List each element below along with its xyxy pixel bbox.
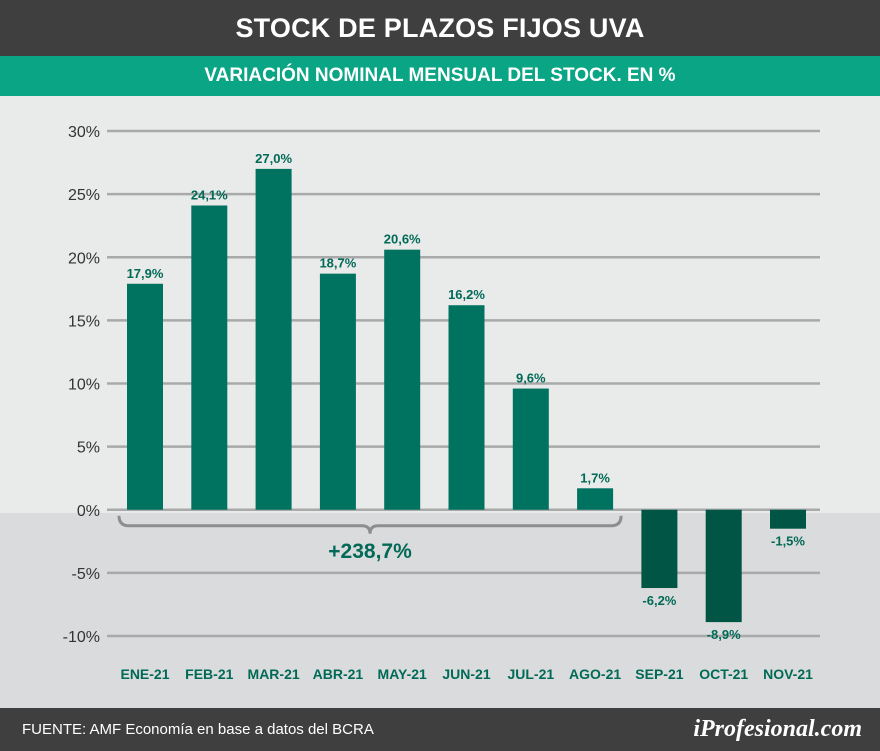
chart-area: 30% 25% 20% 15% 10% 5% 0% -5% -10% 17,9% 24,1% 27,… — [0, 96, 880, 708]
x-tick-label: AGO-21 — [569, 666, 621, 682]
bar-ago-21 — [577, 488, 614, 510]
x-tick-label: NOV-21 — [763, 666, 813, 682]
bar-value-label: 24,1% — [191, 187, 228, 202]
y-tick-label: 20% — [68, 250, 100, 267]
bar-data-labels: 17,9% 24,1% 27,0% 18,7% 20,6% 16,2% 9,6% 1,7% -6… — [127, 151, 806, 642]
bar-value-label: -1,5% — [771, 534, 805, 549]
bar-nov-21 — [770, 509, 806, 529]
source-note: FUENTE: AMF Economía en base a datos del… — [22, 721, 374, 738]
bars — [127, 168, 806, 623]
y-tick-label: 25% — [68, 187, 100, 204]
bar-value-label: 20,6% — [384, 232, 421, 247]
bar-jul-21 — [512, 388, 549, 510]
bar-abr-21 — [319, 273, 356, 510]
y-tick-label: 5% — [77, 440, 100, 457]
x-tick-label: OCT-21 — [699, 666, 748, 682]
footer: FUENTE: AMF Economía en base a datos del… — [0, 708, 880, 751]
brand-logo: iProfesional.com — [693, 716, 862, 742]
bar-value-label: 16,2% — [448, 287, 485, 302]
x-tick-label: ABR-21 — [313, 666, 364, 682]
y-axis-tick-labels: 30% 25% 20% 15% 10% 5% 0% -5% -10% — [63, 124, 100, 646]
chart-subtitle: VARIACIÓN NOMINAL MENSUAL DEL STOCK. EN … — [0, 56, 880, 96]
y-tick-label: -10% — [63, 629, 100, 646]
x-tick-label: MAR-21 — [248, 666, 300, 682]
x-tick-label: ENE-21 — [120, 666, 169, 682]
sum-annotation-label: +238,7% — [328, 540, 412, 563]
bar-ene-21 — [127, 283, 163, 510]
x-tick-label: SEP-21 — [635, 666, 683, 682]
bar-value-label: 9,6% — [516, 371, 546, 386]
bar-value-label: -6,2% — [642, 593, 676, 608]
sum-annotation: +238,7% — [117, 515, 623, 563]
x-tick-label: JUL-21 — [507, 666, 554, 682]
bar-jun-21 — [448, 305, 485, 510]
bar-value-label: 17,9% — [127, 266, 164, 281]
y-tick-label: 0% — [77, 503, 100, 520]
bar-oct-21 — [705, 509, 742, 623]
y-tick-label: 30% — [68, 124, 100, 141]
bar-value-label: 27,0% — [255, 151, 292, 166]
sum-bracket — [117, 515, 623, 534]
x-tick-label: FEB-21 — [185, 666, 233, 682]
bar-feb-21 — [191, 205, 228, 510]
x-tick-label: JUN-21 — [442, 666, 490, 682]
y-tick-label: 15% — [68, 313, 100, 330]
bar-mar-21 — [255, 168, 292, 510]
x-axis-tick-labels: ENE-21 FEB-21 MAR-21 ABR-21 MAY-21 JUN-21 JUL-… — [120, 666, 813, 682]
y-tick-label: 10% — [68, 377, 100, 394]
bar-may-21 — [384, 249, 421, 510]
x-tick-label: MAY-21 — [378, 666, 428, 682]
bar-value-label: -8,9% — [707, 627, 741, 642]
bar-value-label: 18,7% — [319, 256, 356, 271]
bar-value-label: 1,7% — [580, 470, 610, 485]
bar-chart: 30% 25% 20% 15% 10% 5% 0% -5% -10% 17,9% 24,1% 27,… — [0, 124, 880, 708]
chart-title: STOCK DE PLAZOS FIJOS UVA — [0, 0, 880, 56]
y-tick-label: -5% — [72, 566, 100, 583]
bar-sep-21 — [641, 509, 678, 589]
